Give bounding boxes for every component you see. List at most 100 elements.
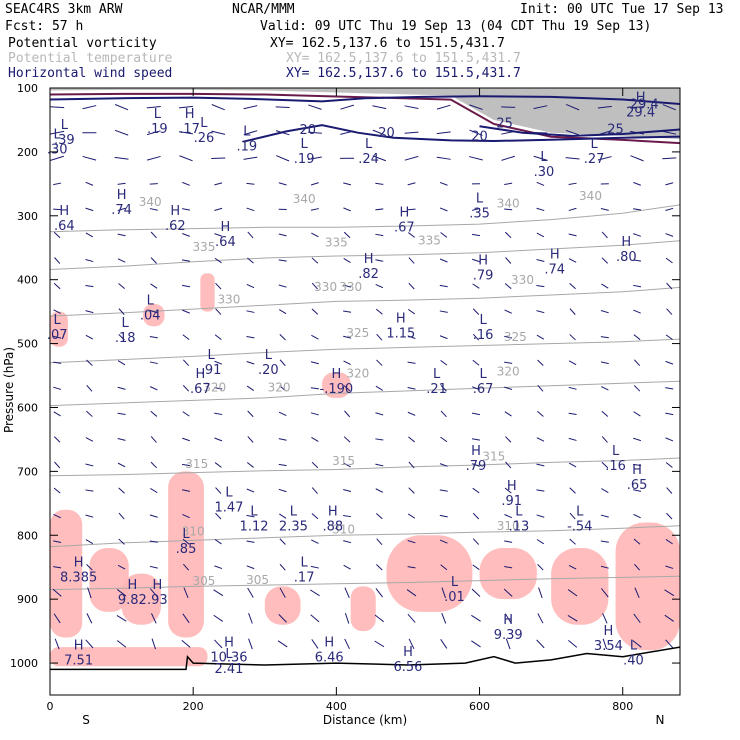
wind-vector — [601, 461, 609, 469]
extremum-value: .35 — [469, 206, 490, 221]
wind-vector — [246, 361, 255, 365]
wind-vector — [376, 564, 383, 571]
extremum-marker: H — [328, 504, 338, 519]
wind-label: 29.4 — [630, 97, 659, 112]
wind-vector — [246, 514, 255, 518]
wind-vector — [52, 588, 62, 597]
wind-vector — [243, 130, 258, 136]
wind-label: 20 — [378, 126, 395, 141]
wind-vector — [374, 640, 385, 648]
wind-vector — [343, 564, 351, 570]
wind-vector — [50, 130, 65, 135]
extremum-value: .74 — [544, 263, 565, 278]
extremum-marker: L — [290, 504, 298, 519]
wind-vector — [343, 182, 352, 186]
wind-vector — [600, 565, 609, 569]
wind-vector — [182, 437, 190, 442]
wind-vector — [247, 436, 254, 443]
extremum-marker: L — [54, 128, 62, 143]
wind-vector — [504, 182, 513, 186]
theta-label: 325 — [504, 330, 527, 344]
extremum-marker: L — [630, 639, 638, 654]
extremum-marker: H — [221, 220, 231, 235]
wind-vector — [662, 130, 677, 135]
theta-label: 325 — [346, 326, 369, 340]
theta-label: 320 — [346, 366, 369, 380]
wind-vector — [311, 487, 318, 494]
wind-vector — [118, 538, 125, 545]
wind-vector — [246, 336, 255, 339]
wind-barb-layer — [50, 104, 677, 650]
wind-vector — [279, 359, 286, 367]
wind-vector — [307, 156, 322, 161]
wind-vector — [118, 308, 125, 315]
extremum-marker: L — [182, 527, 190, 542]
wind-vector — [537, 410, 544, 417]
wind-vector — [633, 208, 642, 211]
wind-vector — [404, 105, 419, 110]
theta-label: 330 — [218, 292, 241, 306]
wind-vector — [634, 359, 641, 367]
wind-vector — [662, 104, 676, 111]
wind-vector — [601, 588, 609, 598]
wind-vector — [633, 284, 642, 288]
wind-vector — [439, 335, 448, 340]
wind-vector — [182, 334, 190, 341]
wind-vector — [472, 564, 480, 570]
wind-vector — [182, 538, 190, 545]
wind-vector — [568, 386, 577, 390]
extremum-marker: L — [480, 367, 488, 382]
wind-vector — [665, 334, 673, 340]
wind-vector — [472, 386, 480, 391]
wind-vector — [440, 564, 448, 571]
wind-vector — [54, 461, 61, 469]
model-title: SEAC4RS 3km ARW — [5, 2, 123, 17]
extremum-value: .20 — [258, 363, 279, 378]
wind-vector — [597, 105, 612, 109]
wind-vector — [182, 613, 190, 624]
wind-vector — [82, 105, 97, 110]
extremum-marker: H — [195, 367, 205, 382]
wind-vector — [247, 231, 254, 239]
wind-vector — [569, 487, 576, 494]
field-wind-name: Horizontal wind speed — [8, 66, 173, 81]
plot-frame — [49, 87, 681, 696]
extremum-value: -.54 — [567, 519, 592, 534]
theta-label: 335 — [325, 235, 348, 249]
wind-vector — [53, 513, 61, 519]
extremum-marker: L — [207, 348, 215, 363]
wind-vector — [311, 334, 319, 340]
wind-vector — [182, 563, 190, 571]
wind-vector — [472, 283, 480, 289]
theta-label: 340 — [497, 196, 520, 210]
wind-vector — [568, 412, 577, 415]
pv-patch — [479, 548, 537, 600]
wind-vector — [117, 233, 126, 237]
pv-patch — [121, 573, 161, 625]
wind-vector — [343, 360, 351, 366]
wind-vector — [182, 489, 191, 492]
extremum-value: .79 — [473, 268, 494, 283]
extremum-value: .17 — [179, 122, 200, 137]
wind-vector — [407, 361, 416, 364]
field-wind-xy: XY= 162.5,137.6 to 151.5,431.7 — [286, 66, 521, 81]
wind-vector — [276, 155, 290, 162]
extremum-value: .88 — [322, 519, 343, 534]
wind-vector — [149, 208, 158, 211]
extremum-value: .07 — [47, 328, 68, 343]
extremum-marker: H — [396, 312, 406, 327]
wind-vector — [504, 487, 512, 494]
wind-vector — [537, 384, 544, 392]
wind-vector — [116, 615, 127, 622]
wind-vector — [504, 613, 512, 624]
wind-vector — [407, 308, 416, 315]
wind-vector — [117, 412, 126, 415]
wind-vector — [86, 359, 93, 366]
wind-vector — [375, 463, 384, 467]
wind-vector — [505, 436, 512, 443]
theta-label: 315 — [185, 457, 208, 471]
wind-vector — [666, 487, 673, 494]
wind-vector — [340, 104, 354, 110]
wind-label: 25 — [496, 117, 513, 132]
